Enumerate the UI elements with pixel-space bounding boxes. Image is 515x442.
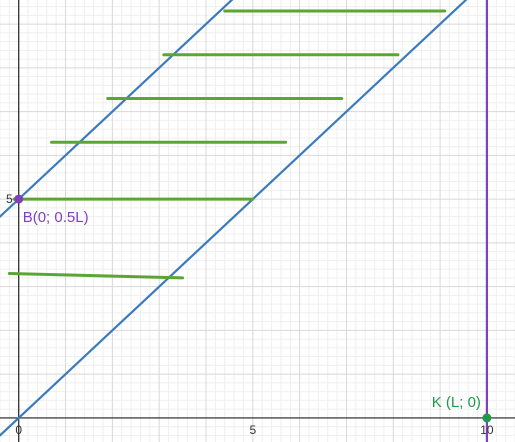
- point-K: [482, 413, 492, 423]
- line-diag-upper: [0, 0, 234, 218]
- x-tick-label: 10: [480, 423, 494, 437]
- x-tick-label: 0: [15, 423, 22, 437]
- point-label-B: B(0; 0.5L): [23, 209, 89, 226]
- point-label-K: K (L; 0): [432, 394, 481, 411]
- green-segment-6: [7, 272, 185, 280]
- y-tick-label: 5: [6, 192, 13, 206]
- tick-labels: 0510105: [6, 192, 494, 437]
- point-B: [14, 194, 24, 204]
- x-tick-label: 5: [249, 423, 256, 437]
- point-labels: M (0; L)N(0.5L; L)A (L; L)B(0; 0.5L)K (L…: [23, 209, 481, 411]
- green-segments: [7, 9, 447, 280]
- points: [14, 194, 492, 423]
